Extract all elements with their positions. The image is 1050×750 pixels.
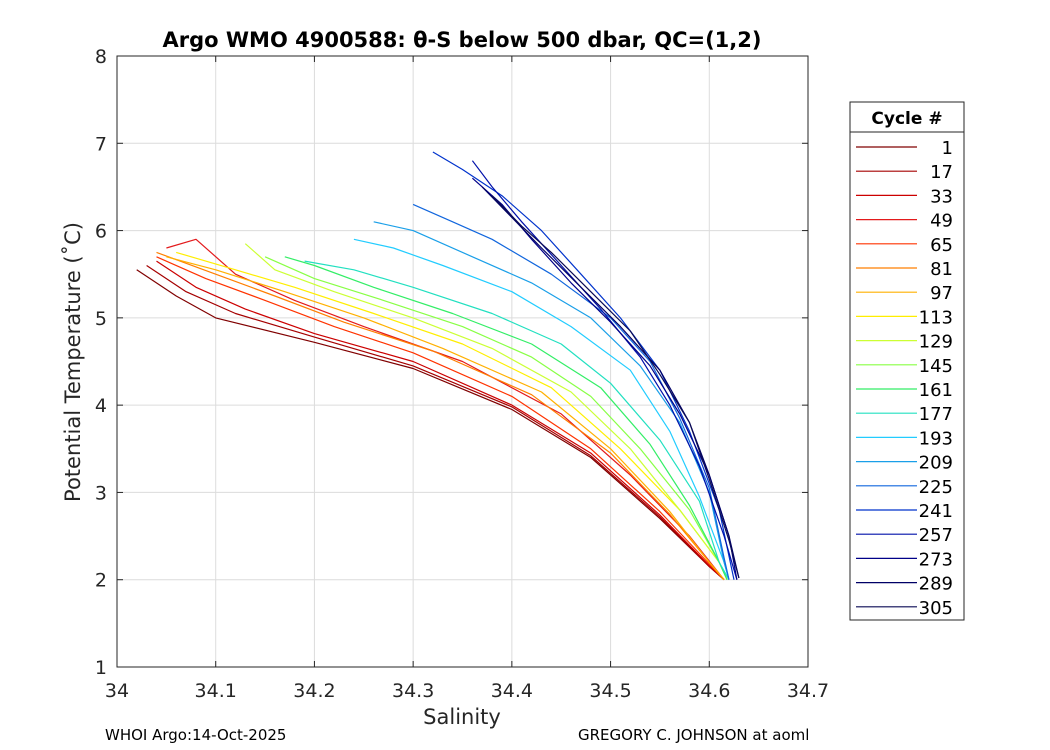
legend-label-cycle-193: 193 [919,428,953,449]
legend-label-cycle-81: 81 [930,259,953,280]
footer-left-credit: WHOI Argo:14-Oct-2025 [105,726,287,744]
series-line-cycle-289 [481,186,740,579]
series-line-cycle-209 [373,221,730,580]
x-tick-label: 34.1 [195,680,237,702]
x-axis-ticks: 34 34.1 34.2 34.3 34.4 34.5 34.6 34.7 [105,56,829,702]
x-tick-label: 34.4 [491,680,533,702]
plot-frame [116,55,809,668]
series-line-cycle-193 [353,238,730,580]
series-line-cycle-33 [156,260,725,581]
x-tick-label: 34.5 [589,680,631,702]
y-tick-label: 8 [95,46,107,68]
y-tick-label: 6 [95,221,107,243]
y-tick-label: 3 [95,482,107,504]
legend-entries: 1 17 33 49 65 81 97 113 129 145 161 177 193 209 225 241… [856,138,953,619]
legend-title: Cycle # [871,109,942,129]
legend-label-cycle-33: 33 [930,186,953,207]
legend-label-cycle-97: 97 [930,283,953,304]
legend-label-cycle-129: 129 [919,332,953,353]
series-line-cycle-241 [432,151,735,580]
series-line-cycle-145 [264,256,728,580]
series-line-cycle-305 [491,195,740,579]
y-tick-label: 1 [95,657,107,679]
legend-label-cycle-289: 289 [919,574,953,595]
legend-label-cycle-225: 225 [919,477,953,498]
legend-label-cycle-65: 65 [930,235,953,256]
series-line-cycle-129 [244,243,728,580]
legend-label-cycle-161: 161 [919,380,953,401]
legend-label-cycle-1: 1 [942,138,953,159]
legend-label-cycle-49: 49 [930,211,953,232]
x-tick-label: 34.2 [293,680,335,702]
y-axis-label: Potential Temperature (˚C) [61,222,85,502]
legend: Cycle # 1 17 33 49 65 81 97 113 129 145 161 177 193 2… [849,101,965,621]
series-line-cycle-225 [412,203,730,580]
legend-label-cycle-209: 209 [919,453,953,474]
x-tick-label: 34.3 [392,680,434,702]
y-tick-label: 4 [95,395,107,417]
legend-label-cycle-113: 113 [919,307,953,328]
y-tick-label: 7 [95,133,107,155]
y-tick-label: 2 [95,570,107,592]
x-tick-label: 34.7 [787,680,829,702]
y-axis-ticks: 1 2 3 4 5 6 7 8 [95,46,808,679]
chart-title: Argo WMO 4900588: θ-S below 500 dbar, QC… [163,28,762,52]
series-line-cycle-17 [146,264,725,581]
legend-label-cycle-257: 257 [919,525,953,546]
legend-label-cycle-305: 305 [919,598,953,619]
series-line-cycle-65 [156,256,725,581]
series-lines [136,151,740,581]
series-line-cycle-97 [166,256,725,581]
y-tick-label: 5 [95,308,107,330]
x-tick-label: 34.6 [688,680,730,702]
legend-label-cycle-177: 177 [919,404,953,425]
legend-label-cycle-241: 241 [919,501,953,522]
x-axis-label: Salinity [423,705,501,729]
footer-right-credit: GREGORY C. JOHNSON at aoml [578,726,810,744]
legend-label-cycle-17: 17 [930,162,953,183]
legend-label-cycle-145: 145 [919,356,953,377]
series-line-cycle-161 [284,256,728,580]
series-line-cycle-81 [156,251,725,581]
legend-label-cycle-273: 273 [919,549,953,570]
x-tick-label: 34 [105,680,129,702]
series-line-cycle-177 [304,260,730,580]
